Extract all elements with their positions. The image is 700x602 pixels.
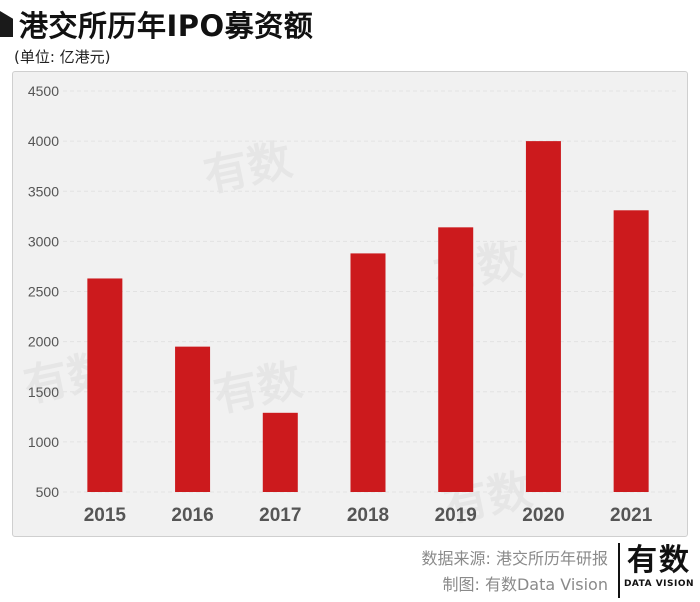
y-tick-label: 4000 bbox=[28, 133, 59, 149]
x-tick-label: 2019 bbox=[435, 505, 477, 526]
y-tick-label: 500 bbox=[36, 484, 60, 500]
bar-2020 bbox=[525, 141, 561, 492]
title-marker bbox=[0, 11, 13, 37]
y-tick-label: 4500 bbox=[28, 83, 59, 99]
chart-panel: 有数 有数 有数 有数 有数 5001000150020002500300035… bbox=[12, 71, 688, 537]
bar-2015 bbox=[87, 278, 123, 492]
unit-label: (单位: 亿港元) bbox=[14, 48, 111, 66]
logo-text: 有数 bbox=[627, 543, 691, 578]
bar-2021 bbox=[613, 210, 649, 493]
bar-2016 bbox=[175, 346, 211, 492]
y-tick-label: 2500 bbox=[28, 284, 59, 300]
x-tick-label: 2018 bbox=[347, 505, 389, 526]
bar-2017 bbox=[262, 412, 298, 492]
bar-2019 bbox=[438, 227, 474, 492]
x-tick-label: 2021 bbox=[610, 505, 653, 526]
title-bar: 港交所历年IPO募资额 bbox=[0, 6, 314, 43]
bar-2018 bbox=[350, 253, 386, 492]
y-tick-label: 1500 bbox=[28, 384, 59, 400]
y-tick-label: 3500 bbox=[28, 183, 59, 199]
chart-credit: 制图: 有数Data Vision bbox=[442, 575, 608, 594]
y-tick-label: 1000 bbox=[28, 434, 59, 450]
brand-logo: 有数 DATA VISION bbox=[618, 543, 698, 598]
x-tick-label: 2017 bbox=[259, 505, 301, 526]
x-tick-label: 2016 bbox=[171, 505, 213, 526]
data-source: 数据来源: 港交所历年研报 bbox=[421, 549, 608, 568]
y-tick-label: 3000 bbox=[28, 233, 59, 249]
chart-title: 港交所历年IPO募资额 bbox=[19, 9, 314, 43]
x-tick-label: 2015 bbox=[84, 505, 127, 526]
source-note: 数据来源: 港交所历年研报 制图: 有数Data Vision bbox=[348, 546, 608, 598]
logo-subtext: DATA VISION bbox=[623, 579, 695, 589]
bar-chart: 500 1000 1500 2000 2500 3000 3500 4000 4500 2015 2… bbox=[28, 83, 677, 526]
y-tick-label: 2000 bbox=[28, 334, 59, 350]
x-tick-label: 2020 bbox=[522, 505, 564, 526]
